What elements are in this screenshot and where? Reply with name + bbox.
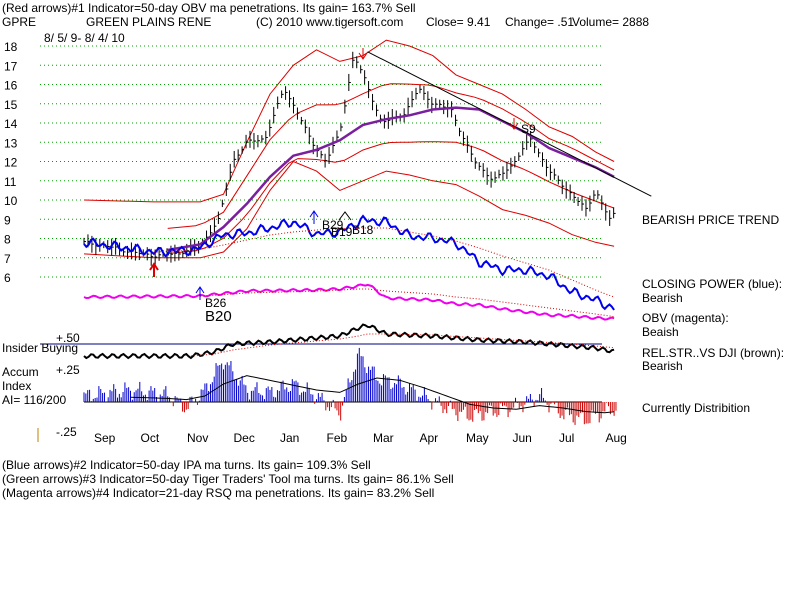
y-tick-label: 13 xyxy=(4,136,18,150)
month-label: Aug xyxy=(606,431,627,445)
close-value: Close= 9.41 xyxy=(426,15,491,29)
month-label: Nov xyxy=(187,431,208,445)
signal-s9: S9 xyxy=(521,122,536,136)
y-tick-label: 11 xyxy=(4,175,17,189)
accum-label: Accum xyxy=(2,365,39,379)
month-label: Jan xyxy=(280,431,299,445)
closing-power-line xyxy=(83,214,615,311)
y-tick-label: 7 xyxy=(4,252,11,266)
y-tick-label: 8 xyxy=(4,233,11,247)
signal-b19: B19 xyxy=(331,225,353,239)
closing-power-value: Bearish xyxy=(642,291,683,305)
red-sell-arrowhead-s9 xyxy=(509,122,519,130)
volume-value: Volume= 2888 xyxy=(572,15,649,29)
red-buy-arrowhead xyxy=(149,262,159,271)
lower-band-line xyxy=(83,160,615,259)
closing-power-title: CLOSING POWER (blue): xyxy=(642,277,782,291)
signal-b29: B29 xyxy=(322,218,344,232)
obv-value: Beaish xyxy=(642,325,679,339)
blue-arrowhead-b26 xyxy=(195,286,205,294)
grid-lines xyxy=(40,45,602,278)
obv-ma-line xyxy=(200,288,615,318)
ai-score-label: AI= 116/200 xyxy=(2,393,66,407)
price-bars xyxy=(83,51,616,267)
bearish-trend-label: BEARISH PRICE TREND xyxy=(642,213,779,227)
y-tick-label: 16 xyxy=(4,79,18,93)
y-tick-label: 17 xyxy=(4,59,18,73)
ma50-line xyxy=(167,106,615,252)
ticker-symbol: GPRE xyxy=(2,15,36,29)
y-axis-ticks: 6 7 8 9 10 11 12 13 14 15 16 17 18 xyxy=(4,40,18,285)
month-label: Oct xyxy=(141,431,160,445)
y-tick-label: 14 xyxy=(4,117,18,131)
blue-buy-arrowhead xyxy=(309,210,319,218)
rel-strength-value: Bearish xyxy=(642,359,683,373)
black-buy-arrow xyxy=(338,211,352,221)
accum-bars xyxy=(83,347,617,425)
red-sell-arrowhead xyxy=(358,52,368,60)
company-name: GREEN PLAINS RENE xyxy=(86,15,211,29)
month-label: Jun xyxy=(513,431,532,445)
closing-power-ma-line xyxy=(153,227,615,298)
accum-plus-25-label: +.25 xyxy=(56,363,80,377)
y-tick-label: 9 xyxy=(4,213,11,227)
distribution-label: Currently Distribition xyxy=(642,401,750,415)
footer-line-2: (Green arrows)#3 Indicator=50-day Tiger … xyxy=(2,472,454,486)
month-label: Jul xyxy=(559,431,574,445)
y-tick-label: 18 xyxy=(4,40,18,54)
signal-markers: B26 B20 B29 B19 B18 S9 xyxy=(149,48,536,325)
month-label: Feb xyxy=(327,431,348,445)
inner-lower-band-line xyxy=(167,141,615,254)
inner-upper-band-line xyxy=(167,83,615,229)
y-tick-label: 10 xyxy=(4,194,18,208)
rel-strength-ma-line xyxy=(190,333,615,357)
month-label: Apr xyxy=(420,431,439,445)
accum-ma-line xyxy=(130,375,615,414)
accum-minus-25-label: -.25 xyxy=(56,425,77,439)
copyright: (C) 2010 www.tigersoft.com xyxy=(256,15,403,29)
footer-line-3: (Magenta arrows)#4 Indicator=21-day RSQ … xyxy=(2,486,434,500)
y-tick-label: 6 xyxy=(4,271,11,285)
index-label: Index xyxy=(2,379,31,393)
month-label: Sep xyxy=(94,431,116,445)
signal-b26: B26 xyxy=(205,296,227,310)
change-value: Change= .51 xyxy=(505,15,574,29)
y-tick-label: 15 xyxy=(4,98,18,112)
y-tick-label: 12 xyxy=(4,156,18,170)
obv-title: OBV (magenta): xyxy=(642,311,729,325)
footer-line-1: (Blue arrows)#2 Indicator=50-day IPA ma … xyxy=(2,458,371,472)
month-axis: Sep Oct Nov Dec Jan Feb Mar Apr May Jun Jul Aug xyxy=(94,431,627,445)
signal-b20: B20 xyxy=(205,308,232,325)
bearish-trendline xyxy=(367,51,652,197)
rel-strength-title: REL.STR..VS DJI (brown): xyxy=(642,346,784,360)
rel-strength-line xyxy=(83,323,615,360)
month-label: Mar xyxy=(373,431,394,445)
insider-buying-label: Insider Buying xyxy=(2,341,78,355)
obv-line xyxy=(83,283,615,321)
date-range: 8/ 5/ 9- 8/ 4/ 10 xyxy=(44,31,125,45)
header-line-1: (Red arrows)#1 Indicator=50-day OBV ma p… xyxy=(2,1,416,15)
upper-band-line xyxy=(83,39,615,203)
accum-plus-50-label: +.50 xyxy=(56,331,80,345)
signal-b18: B18 xyxy=(352,223,374,237)
month-label: May xyxy=(466,431,489,445)
month-label: Dec xyxy=(234,431,255,445)
